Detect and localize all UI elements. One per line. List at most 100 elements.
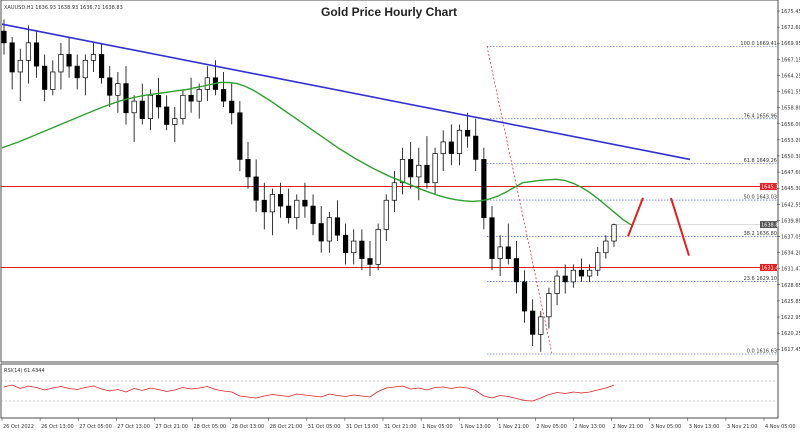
bearish-candle [139, 100, 145, 119]
bullish-candle [25, 42, 31, 61]
bearish-candle [99, 54, 105, 79]
bearish-candle [408, 159, 414, 178]
y-tick-label: 1617.45 [781, 347, 800, 353]
bearish-candle [530, 310, 536, 335]
moving-average-line [1, 81, 633, 226]
bullish-candle [538, 316, 544, 335]
bearish-candle [277, 194, 284, 207]
x-tick-label: 3 Nov 13:00 [689, 424, 720, 430]
y-tick-label: 1664.25 [781, 73, 800, 79]
bearish-candle [513, 258, 519, 283]
y-tick-label: 1667.15 [781, 57, 800, 63]
current-price-label: 1638.83 [761, 222, 782, 228]
y-tick-label: 1653.20 [781, 138, 800, 144]
bearish-candle [286, 205, 292, 219]
bearish-candle [9, 42, 15, 73]
fib-level-label: 0.0 1616.63 [747, 348, 777, 354]
bearish-candle [473, 135, 479, 160]
bullish-candle [432, 153, 438, 184]
bearish-candle [448, 141, 454, 154]
bullish-candle [58, 54, 64, 73]
bearish-candle [310, 205, 316, 224]
x-tick-label: 4 Nov 05:00 [765, 424, 796, 430]
y-tick-label: 1622.95 [781, 315, 800, 321]
bullish-candle [50, 71, 56, 90]
bearish-candle [253, 176, 259, 201]
fib-level-label: 38.2 1636.80 [744, 231, 777, 237]
bearish-candle [343, 234, 349, 254]
y-tick-label: 1669.95 [781, 41, 800, 47]
y-tick-label: 1656.00 [781, 122, 800, 128]
bearish-candle [359, 240, 365, 259]
bearish-candle [164, 106, 170, 125]
bullish-candle [82, 59, 88, 79]
bullish-candle [147, 94, 153, 119]
x-tick-label: 28 Oct 21:00 [270, 424, 303, 430]
x-tick-label: 1 Nov 05:00 [422, 424, 453, 430]
fib-level-label: 61.8 1649.26 [744, 158, 777, 164]
bearish-candle [188, 94, 194, 102]
bearish-candle [367, 258, 373, 265]
y-tick-label: 1647.60 [781, 170, 800, 176]
y-tick-label: 1631.47 [781, 267, 800, 273]
bullish-candle [172, 118, 178, 125]
rsi-plot-frame [0, 363, 779, 419]
x-tick-label: 28 Oct 13:00 [232, 424, 265, 430]
rsi-label: RSI(14) 61.4344 [4, 368, 45, 374]
bullish-candle [326, 217, 332, 242]
x-tick-label: 1 Nov 21:00 [498, 424, 529, 430]
bearish-candle [578, 269, 585, 277]
bullish-candle [131, 100, 137, 114]
bullish-candle [554, 275, 560, 294]
bearish-candle [155, 94, 162, 108]
y-tick-label: 1620.25 [781, 331, 800, 337]
x-tick-label: 2 Nov 21:00 [613, 424, 644, 430]
symbol-info: XAUUSD,H1 1636.93 1638.93 1636.71 1638.8… [4, 5, 123, 11]
x-tick-label: 31 Oct 13:00 [346, 424, 379, 430]
level-price-tag [760, 183, 777, 191]
bearish-trend-line [1, 23, 691, 161]
projection-down-line [670, 197, 690, 256]
bullish-candle [115, 83, 121, 96]
bearish-candle [521, 281, 528, 312]
fib-level-label: 50.0 1643.03 [744, 195, 777, 201]
bullish-candle [90, 54, 97, 61]
bullish-candle [294, 199, 300, 219]
bearish-candle [42, 65, 48, 90]
bearish-candle [237, 112, 243, 160]
bearish-candle [465, 129, 471, 137]
y-tick-label: 1639.80 [781, 218, 800, 224]
bullish-candle [204, 77, 210, 90]
current-price-tag [760, 221, 777, 229]
bearish-candle [318, 223, 324, 242]
bullish-candle [611, 224, 617, 242]
bullish-candle [383, 199, 389, 230]
x-tick-label: 31 Oct 05:00 [308, 424, 341, 430]
bearish-candle [107, 77, 113, 96]
bullish-candle [603, 240, 609, 254]
bullish-candle [595, 252, 601, 271]
y-tick-label: 1672.60 [781, 25, 800, 31]
main-plot-frame [0, 0, 779, 363]
bearish-candle [505, 246, 511, 259]
bullish-candle [180, 94, 186, 119]
bearish-candle [302, 199, 308, 207]
bullish-candle [497, 246, 503, 259]
projection-up-line [627, 197, 644, 237]
y-tick-label: 1628.65 [781, 283, 800, 289]
y-tick-label: 1625.85 [781, 299, 800, 305]
bullish-candle [570, 269, 576, 283]
fib-level-label: 23.6 1629.10 [744, 276, 777, 282]
y-tick-label: 1634.20 [781, 251, 800, 257]
bullish-candle [391, 182, 397, 201]
x-tick-label: 26 Oct 13:00 [41, 424, 74, 430]
x-tick-label: 28 Oct 05:00 [194, 424, 227, 430]
bullish-candle [17, 59, 23, 73]
x-tick-label: 31 Oct 21:00 [384, 424, 417, 430]
y-tick-label: 1642.55 [781, 202, 800, 208]
x-tick-label: 26 Oct 2022 [3, 424, 34, 430]
fib-level-label: 76.4 1656.96 [744, 113, 777, 119]
bearish-candle [33, 42, 40, 67]
rsi-line [3, 384, 615, 402]
